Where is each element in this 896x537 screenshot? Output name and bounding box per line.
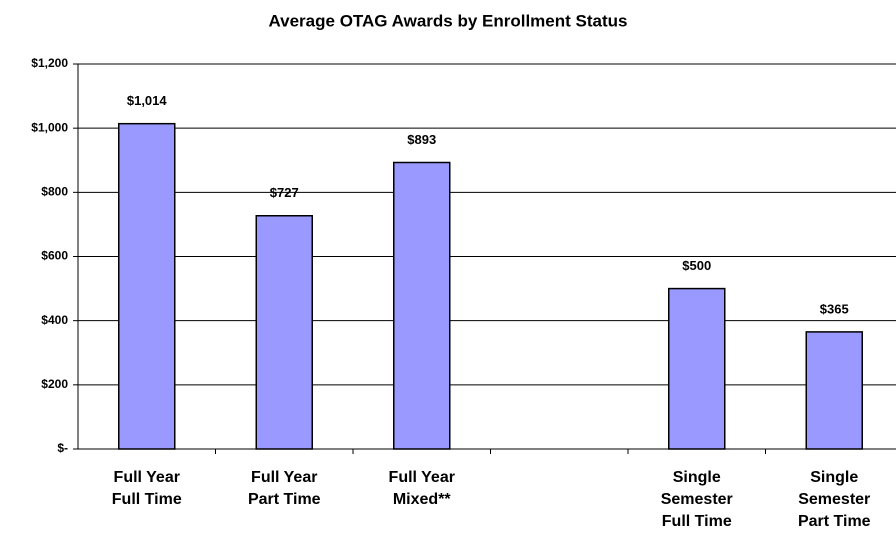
x-tick-label: Mixed** <box>393 491 452 508</box>
bar <box>255 215 313 450</box>
value-label: $1,014 <box>127 93 168 108</box>
x-tick-label: Part Time <box>798 513 871 530</box>
y-tick-label: $200 <box>41 377 68 391</box>
y-tick-label: $1,200 <box>31 56 68 70</box>
x-tick-label: Semester <box>661 491 733 508</box>
chart-title: Average OTAG Awards by Enrollment Status <box>269 11 628 30</box>
bar <box>393 161 451 450</box>
bar <box>668 287 726 450</box>
x-tick-label: Full Year <box>114 469 180 486</box>
x-tick-label: Semester <box>798 491 870 508</box>
y-tick-label: $600 <box>41 249 68 263</box>
x-tick-label: Single <box>673 469 721 486</box>
value-label: $727 <box>270 185 299 200</box>
bar <box>805 331 863 450</box>
value-label: $893 <box>407 132 436 147</box>
value-label: $500 <box>682 258 711 273</box>
y-tick-label: $400 <box>41 313 68 327</box>
bar <box>118 122 176 450</box>
y-tick-label: $- <box>57 441 68 455</box>
y-tick-label: $800 <box>41 185 68 199</box>
x-tick-label: Full Time <box>662 513 732 530</box>
x-tick-label: Part Time <box>248 491 321 508</box>
x-tick-label: Single <box>810 469 858 486</box>
value-label: $365 <box>820 301 849 316</box>
x-tick-label: Full Time <box>112 491 182 508</box>
y-tick-label: $1,000 <box>31 120 68 134</box>
x-tick-label: Full Year <box>389 469 455 486</box>
x-tick-label: Full Year <box>251 469 317 486</box>
